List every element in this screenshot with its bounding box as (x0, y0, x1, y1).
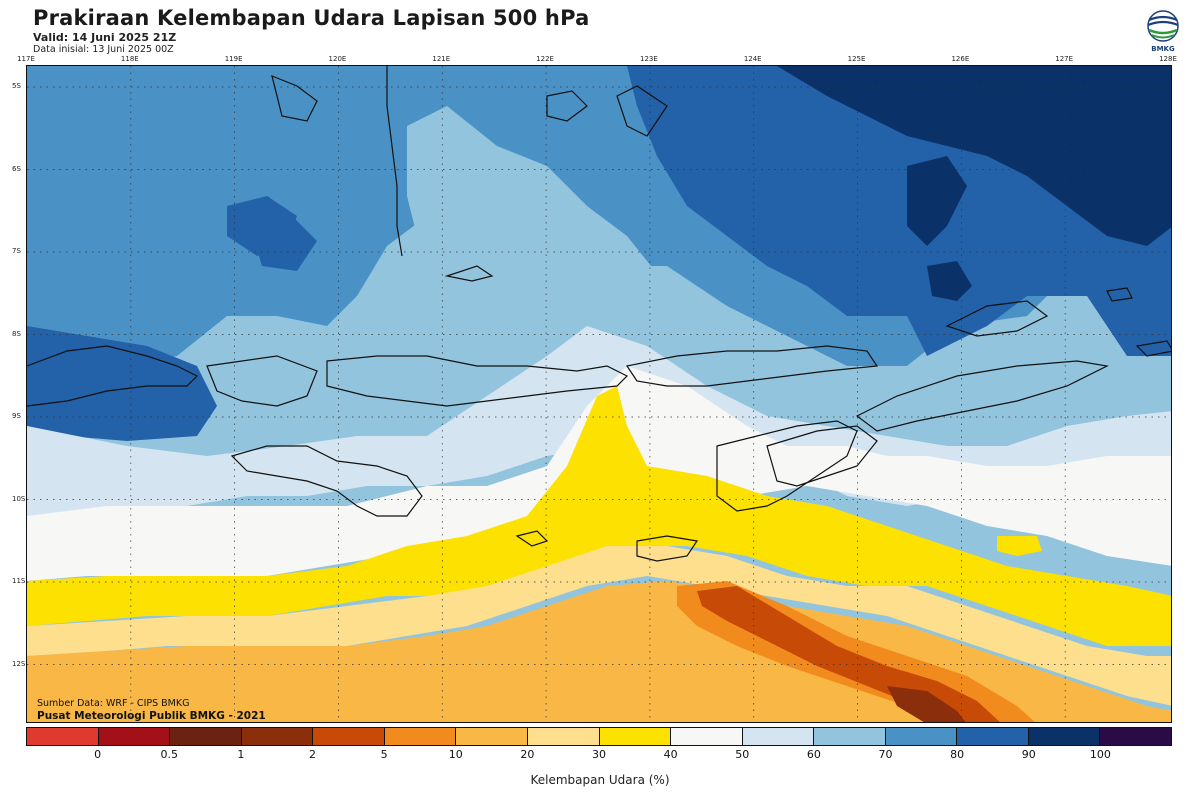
colorbar-tick: 90 (1021, 748, 1036, 761)
colorbar-cell (98, 728, 171, 745)
colorbar-cell (27, 728, 99, 745)
colorbar-cell (885, 728, 958, 745)
colorbar-tick: 10 (448, 748, 463, 761)
colorbar-tick: 70 (878, 748, 893, 761)
latitude-label: 12S (12, 659, 26, 668)
latitude-label: 6S (12, 164, 21, 173)
colorbar-tick: 0 (94, 748, 102, 761)
colorbar-cell (957, 728, 1029, 745)
colorbar-cell (671, 728, 743, 745)
colorbar-cell (241, 728, 314, 745)
humidity-map (26, 65, 1172, 723)
longitude-label: 117E (17, 55, 35, 63)
colorbar-tick: 5 (380, 748, 388, 761)
logo-text: BMKG (1151, 45, 1175, 53)
longitude-label: 119E (224, 55, 243, 63)
colorbar-cell (527, 728, 600, 745)
longitude-label: 125E (847, 55, 866, 63)
colorbar-tick: 60 (806, 748, 821, 761)
latitude-label: 5S (12, 82, 21, 90)
data-source-note: Sumber Data: WRF - CIPS BMKG (37, 698, 190, 709)
latitude-label: 11S (12, 577, 26, 585)
longitude-label: 128E (1159, 55, 1177, 63)
colorbar-tick: 40 (663, 748, 678, 761)
colorbar-cell (1028, 728, 1101, 745)
longitude-label: 121E (432, 55, 451, 63)
colorbar-label: Kelembapan Udara (%) (530, 773, 670, 787)
colorbar-tick: 2 (309, 748, 316, 761)
latitude-label: 8S (12, 329, 21, 338)
colorbar-cell (599, 728, 672, 745)
initial-time: Data inisial: 13 Juni 2025 00Z (33, 44, 174, 55)
colorbar-tick: 0.5 (160, 748, 179, 761)
colorbar-cell (456, 728, 528, 745)
colorbar-cell (1100, 728, 1171, 745)
colorbar-cell (384, 728, 457, 745)
longitude-label: 120E (328, 55, 347, 63)
colorbar-cell (170, 728, 242, 745)
colorbar-tick: 20 (520, 748, 535, 761)
colorbar-tick: 80 (950, 748, 965, 761)
longitude-label: 122E (536, 55, 554, 63)
colorbar-tick: 100 (1089, 748, 1111, 761)
longitude-label: 124E (743, 55, 762, 63)
colorbar-tick: 30 (592, 748, 606, 761)
valid-time: Valid: 14 Juni 2025 21Z (33, 31, 177, 44)
bmkg-logo-icon (1147, 10, 1179, 42)
colorbar-tick: 1 (237, 748, 245, 761)
latitude-label: 9S (12, 412, 21, 420)
map-title: Prakiraan Kelembapan Udara Lapisan 500 h… (33, 6, 590, 30)
longitude-label: 127E (1055, 55, 1074, 63)
longitude-label: 123E (640, 55, 658, 63)
longitude-label: 126E (951, 55, 970, 63)
latitude-label: 7S (12, 247, 21, 255)
colorbar-cell (742, 728, 815, 745)
publisher-note: Pusat Meteorologi Publik BMKG - 2021 (37, 710, 266, 722)
latitude-label: 10S (12, 494, 26, 503)
colorbar-cell (313, 728, 385, 745)
colorbar-tick: 50 (735, 748, 750, 761)
colorbar-cell (814, 728, 886, 745)
colorbar (26, 727, 1172, 746)
humidity-field (27, 66, 1171, 722)
longitude-label: 118E (120, 55, 139, 63)
